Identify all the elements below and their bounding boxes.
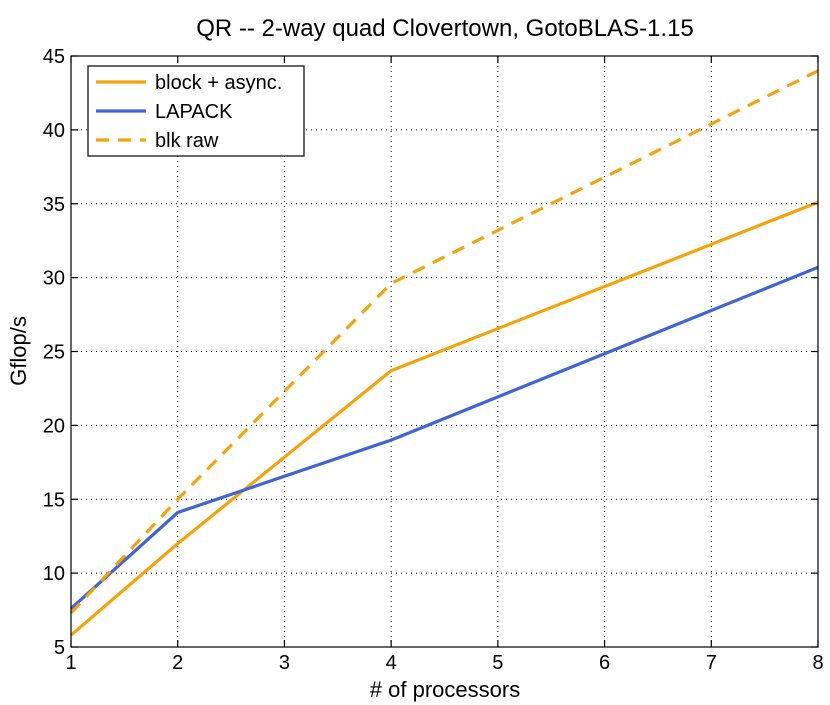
y-tick-label: 20 — [43, 415, 65, 437]
y-tick-label: 35 — [43, 194, 65, 216]
legend-label-1: block + async. — [155, 72, 282, 94]
series-lines — [69, 69, 819, 637]
legend-label-3: blk raw — [155, 130, 219, 152]
legend: block + async. LAPACK blk raw — [87, 65, 305, 157]
series-line-1 — [69, 200, 819, 637]
y-tick-label: 45 — [43, 46, 65, 68]
series-line-3 — [69, 69, 819, 615]
y-tick-label: 10 — [43, 563, 65, 585]
series-line-2 — [69, 265, 819, 610]
x-tick-label: 8 — [812, 652, 823, 674]
x-tick-label: 1 — [65, 652, 76, 674]
legend-label-2: LAPACK — [155, 101, 233, 123]
chart-title: QR -- 2-way quad Clovertown, GotoBLAS-1.… — [196, 15, 694, 42]
x-tick-label: 2 — [172, 652, 183, 674]
y-tick-label: 40 — [43, 120, 65, 142]
x-tick-label: 3 — [279, 652, 290, 674]
y-tick-label: 25 — [43, 342, 65, 364]
y-axis-label: Gflop/s — [6, 316, 31, 386]
x-tick-label: 7 — [706, 652, 717, 674]
x-tick-label: 6 — [599, 652, 610, 674]
x-tick-label: 5 — [492, 652, 503, 674]
y-tick-label: 5 — [54, 637, 65, 659]
y-tick-label: 30 — [43, 268, 65, 290]
x-axis-label: # of processors — [370, 677, 520, 702]
y-tick-label: 15 — [43, 489, 65, 511]
x-tick-label: 4 — [386, 652, 397, 674]
grid-lines — [71, 56, 818, 647]
